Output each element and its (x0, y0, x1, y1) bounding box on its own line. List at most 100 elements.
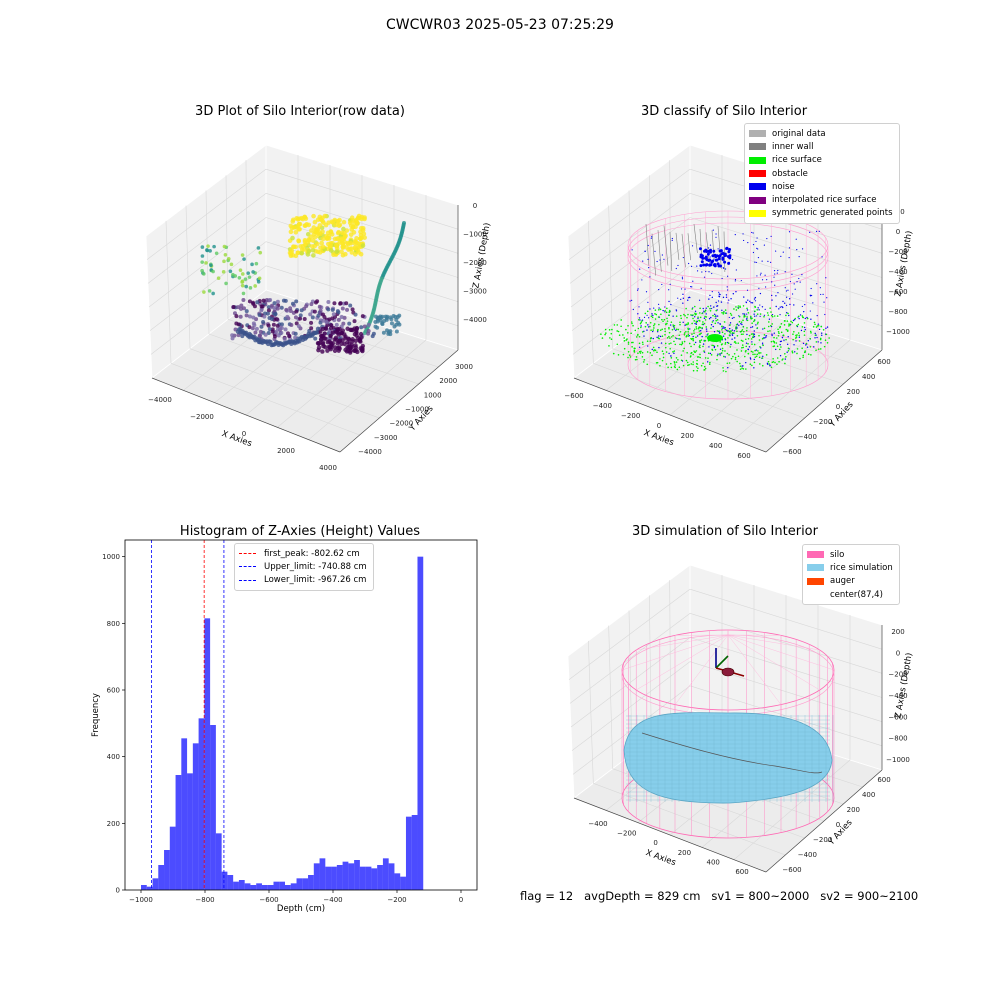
data-point (346, 336, 351, 341)
data-point (314, 330, 320, 335)
noise-point (798, 277, 800, 280)
rice-surface-point (735, 323, 738, 326)
rice-surface-point (750, 338, 753, 340)
rice-surface-point (814, 323, 816, 326)
rice-surface-point (659, 365, 661, 367)
data-point (325, 339, 330, 345)
noise-point (723, 252, 727, 256)
legend-swatch (807, 564, 824, 572)
inner-wall-trace (669, 232, 673, 271)
rice-surface-point (753, 361, 756, 364)
noise-point (734, 278, 737, 281)
rice-surface-point (640, 321, 642, 324)
noise-point (643, 335, 645, 337)
rice-surface-point (604, 333, 606, 336)
rice-surface-point (771, 323, 774, 325)
noise-point (743, 239, 745, 242)
data-point (336, 317, 341, 322)
data-point (396, 320, 401, 325)
rice-surface-point (659, 308, 662, 311)
rice-surface-point (735, 309, 738, 311)
noise-point (681, 276, 683, 278)
data-point (304, 304, 309, 309)
legend-label: original data (772, 128, 826, 139)
data-point (358, 236, 363, 242)
noise-point (811, 294, 813, 297)
noise-point (650, 237, 652, 239)
noise-point (814, 332, 816, 335)
rice-surface-point (756, 313, 759, 315)
data-point (243, 277, 248, 281)
noise-point (659, 335, 662, 338)
rice-surface-point (724, 312, 727, 314)
histogram-bar (233, 881, 239, 890)
data-point (336, 310, 341, 315)
noise-point (796, 249, 798, 251)
data-point (341, 226, 346, 232)
rice-surface-point (680, 317, 682, 320)
legend-swatch (807, 551, 824, 559)
histogram-bar (388, 863, 395, 890)
y-tick-label: 3000 (455, 363, 473, 371)
rice-surface-point (741, 328, 744, 331)
noise-point (770, 235, 772, 237)
noise-point (742, 233, 744, 235)
rice-surface-point (762, 344, 764, 347)
noise-point (709, 256, 711, 258)
rice-surface-point (699, 353, 701, 356)
noise-point (798, 256, 800, 258)
rice-surface-point (736, 360, 738, 363)
rice-surface-point (704, 315, 706, 318)
data-point (206, 244, 210, 248)
noise-point (820, 332, 823, 334)
data-point (253, 284, 257, 288)
rice-surface-point (780, 346, 782, 348)
noise-point (651, 236, 653, 238)
data-point (318, 333, 324, 339)
noise-point (705, 307, 707, 309)
rice-surface-point (699, 316, 702, 319)
rice-surface-point (634, 329, 637, 332)
noise-point (709, 248, 713, 252)
rice-surface-point (743, 355, 746, 358)
legend-entry: rice simulation (807, 561, 893, 574)
rice-surface-point (721, 331, 724, 334)
data-point (296, 222, 302, 228)
rice-surface-point (690, 363, 693, 365)
data-point (250, 326, 255, 331)
data-point (316, 341, 321, 346)
noise-point (690, 265, 693, 267)
noise-point (717, 300, 720, 302)
rice-surface-point (724, 350, 726, 352)
axis-arrow-y (715, 655, 729, 669)
histogram-bar (285, 885, 291, 890)
noise-point (652, 314, 654, 317)
rice-surface-point (756, 327, 759, 329)
rice-surface-point (672, 351, 674, 353)
data-point (383, 314, 388, 319)
noise-point (672, 315, 674, 317)
data-point (293, 315, 298, 320)
noise-point (700, 260, 704, 264)
rice-surface-point (698, 330, 701, 332)
data-point (358, 251, 364, 257)
rice-surface-point (772, 340, 775, 343)
rice-surface-point (625, 328, 627, 331)
rice-surface-point (736, 330, 738, 333)
data-point (247, 299, 252, 304)
rice-surface-point (751, 343, 753, 345)
noise-point (675, 267, 677, 270)
data-point (312, 309, 317, 314)
rice-surface-point (616, 330, 619, 332)
noise-point (727, 250, 731, 254)
histogram-bar (296, 878, 303, 890)
rice-surface-point (772, 360, 775, 363)
rice-surface-point (686, 323, 688, 326)
noise-point (710, 324, 713, 326)
noise-point (709, 305, 712, 307)
rice-surface-point (700, 332, 702, 335)
x-tick-label: −600 (259, 896, 278, 904)
rice-surface-point (679, 330, 682, 333)
noise-point (711, 291, 713, 293)
data-point (247, 325, 252, 330)
